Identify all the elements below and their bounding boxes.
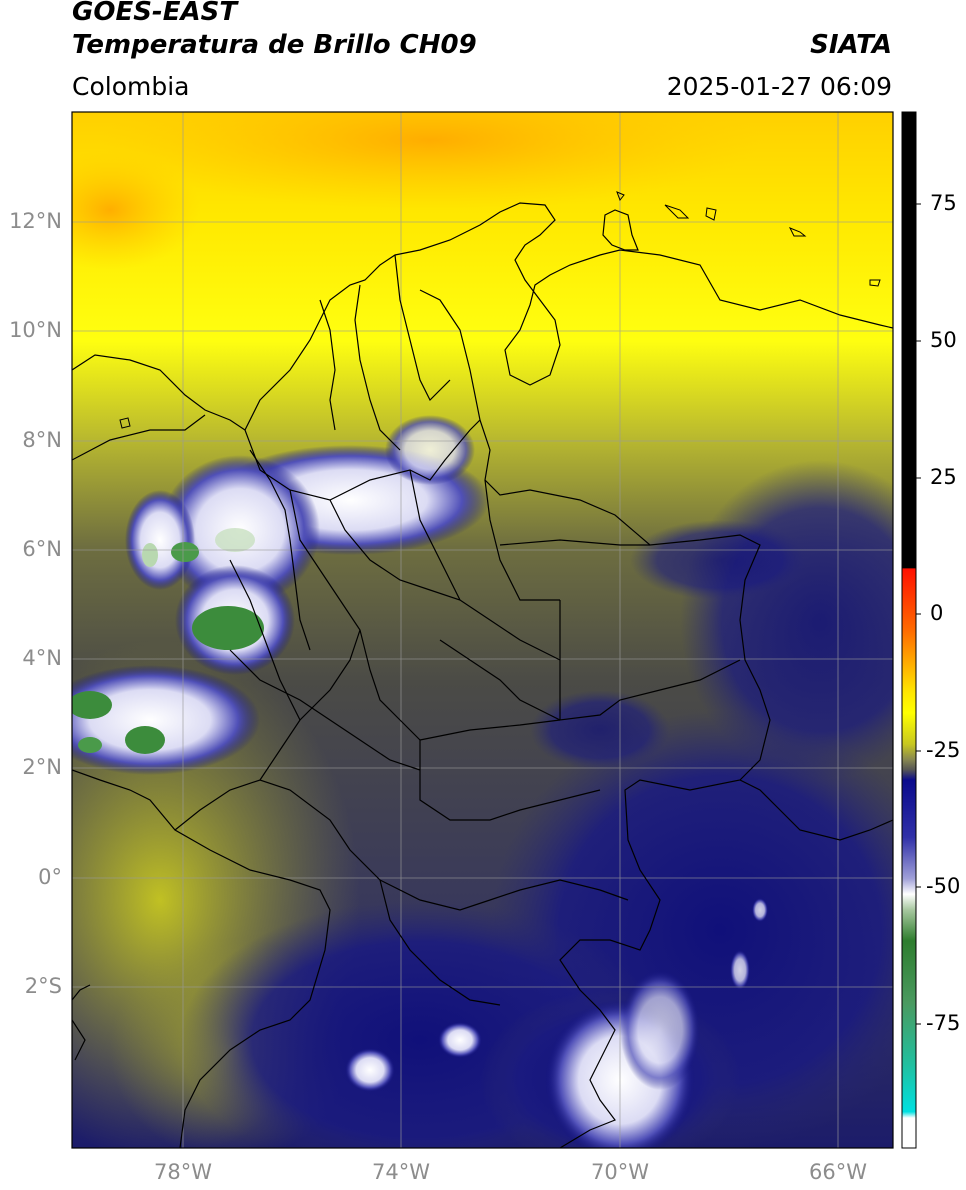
colorbar-tick-0: 0 [930, 601, 944, 625]
colorbar [901, 111, 921, 1149]
lat-label-10n: 10°N [9, 318, 62, 342]
satellite-title: GOES-EAST [72, 0, 238, 27]
agency-label: SIATA [810, 30, 892, 60]
map-frame [71, 111, 894, 1149]
lat-label-0: 0° [38, 865, 62, 889]
region-label: Colombia [72, 72, 190, 101]
coastlines-borders [72, 202, 893, 1148]
islands [119, 191, 881, 429]
colorbar-tick-25: 25 [930, 465, 957, 489]
colorbar-tick-75: 75 [930, 191, 957, 215]
lat-label-4n: 4°N [22, 646, 62, 670]
latitude-labels: 12°N 10°N 8°N 6°N 4°N 2°N 0° 2°S [0, 0, 62, 1190]
brightness-temperature-field [72, 112, 893, 1148]
lat-label-6n: 6°N [22, 537, 62, 561]
colorbar-tick-minus50: -50 [926, 874, 961, 898]
lon-label-74w: 74°W [372, 1160, 430, 1184]
colorbar-tick-50: 50 [930, 328, 957, 352]
datetime-label: 2025-01-27 06:09 [666, 72, 892, 101]
graticule [72, 112, 893, 1148]
lon-label-70w: 70°W [591, 1160, 649, 1184]
lat-label-2n: 2°N [22, 755, 62, 779]
colorbar-tick-minus75: -75 [926, 1011, 961, 1035]
lon-label-78w: 78°W [154, 1160, 212, 1184]
lon-label-66w: 66°W [809, 1160, 867, 1184]
product-title: Temperatura de Brillo CH09 [72, 30, 477, 60]
lat-label-8n: 8°N [22, 428, 62, 452]
lat-label-12n: 12°N [9, 209, 62, 233]
colorbar-tick-minus25: -25 [926, 738, 961, 762]
lat-label-2s: 2°S [24, 974, 62, 998]
